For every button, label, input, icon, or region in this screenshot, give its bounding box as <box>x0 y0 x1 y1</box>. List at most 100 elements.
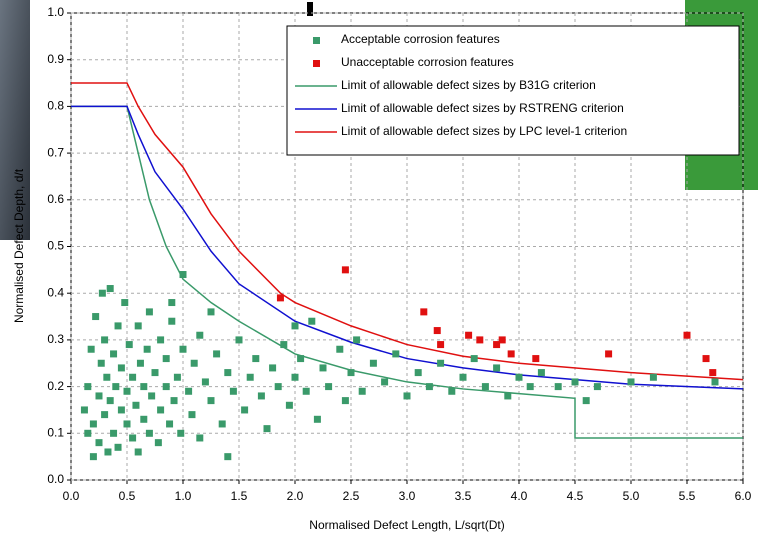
data-point <box>106 285 114 293</box>
data-point <box>403 392 411 400</box>
x-tick-label: 5.5 <box>679 489 696 503</box>
x-axis-label: Normalised Defect Length, L/sqrt(Dt) <box>309 518 504 532</box>
data-point <box>297 355 305 363</box>
y-tick-label: 1.0 <box>47 5 64 19</box>
data-point <box>481 383 489 391</box>
data-point <box>89 453 97 461</box>
legend-marker <box>313 60 320 67</box>
data-point <box>448 387 456 395</box>
data-point <box>148 392 156 400</box>
y-axis-label: Normalised Defect Depth, d/t <box>12 168 26 323</box>
data-point <box>117 364 125 372</box>
data-point <box>280 341 288 349</box>
data-point <box>97 359 105 367</box>
data-point <box>358 387 366 395</box>
data-point <box>170 397 178 405</box>
data-point <box>89 420 97 428</box>
data-point <box>241 406 249 414</box>
data-point <box>157 336 165 344</box>
data-point <box>702 355 710 363</box>
x-tick-label: 5.0 <box>623 489 640 503</box>
data-point <box>136 359 144 367</box>
data-point <box>207 308 215 316</box>
data-point <box>336 345 344 353</box>
data-point <box>347 369 355 377</box>
data-point <box>353 336 361 344</box>
data-point <box>123 387 131 395</box>
data-point <box>190 359 198 367</box>
data-point <box>95 439 103 447</box>
data-point <box>554 383 562 391</box>
data-point <box>627 378 635 386</box>
data-point <box>110 350 118 358</box>
data-point <box>649 373 657 381</box>
y-tick-label: 0.6 <box>47 192 64 206</box>
data-point <box>177 429 185 437</box>
data-point <box>218 420 226 428</box>
data-point <box>252 355 260 363</box>
data-point <box>532 355 540 363</box>
x-tick-label: 3.5 <box>455 489 472 503</box>
data-point <box>291 322 299 330</box>
data-point <box>235 336 243 344</box>
data-point <box>114 443 122 451</box>
legend-label: Limit of allowable defect sizes by B31G … <box>341 78 596 92</box>
x-tick-label: 4.0 <box>511 489 528 503</box>
x-tick-label: 3.0 <box>399 489 416 503</box>
data-point <box>80 406 88 414</box>
x-tick-label: 6.0 <box>735 489 752 503</box>
data-point <box>110 429 118 437</box>
data-point <box>276 294 284 302</box>
data-point <box>84 429 92 437</box>
data-point <box>420 308 428 316</box>
data-point <box>101 336 109 344</box>
x-tick-label: 1.5 <box>231 489 248 503</box>
data-point <box>493 341 501 349</box>
data-point <box>179 345 187 353</box>
data-point <box>201 378 209 386</box>
data-point <box>92 313 100 321</box>
y-tick-label: 0.5 <box>47 239 64 253</box>
data-point <box>154 439 162 447</box>
data-point <box>179 271 187 279</box>
data-point <box>369 359 377 367</box>
x-tick-label: 2.5 <box>343 489 360 503</box>
data-point <box>263 425 271 433</box>
data-point <box>291 373 299 381</box>
data-point <box>103 373 111 381</box>
background-photo <box>0 0 30 240</box>
data-point <box>325 383 333 391</box>
x-tick-label: 0.0 <box>63 489 80 503</box>
limit-line <box>71 105 744 390</box>
data-point <box>308 317 316 325</box>
data-point <box>101 411 109 419</box>
data-point <box>125 341 133 349</box>
data-point <box>433 327 441 335</box>
data-point <box>526 383 534 391</box>
data-point <box>151 369 159 377</box>
data-point <box>213 350 221 358</box>
data-point <box>257 392 265 400</box>
y-tick-label: 0.0 <box>47 472 64 486</box>
data-point <box>121 299 129 307</box>
y-tick-label: 0.9 <box>47 52 64 66</box>
limit-line <box>71 82 744 381</box>
data-point <box>132 401 140 409</box>
x-tick-label: 0.5 <box>119 489 136 503</box>
data-point <box>87 345 95 353</box>
data-point <box>112 383 120 391</box>
data-point <box>498 336 506 344</box>
data-point <box>246 373 254 381</box>
data-point <box>114 322 122 330</box>
data-point <box>683 331 691 339</box>
legend-label: Unacceptable corrosion features <box>341 55 514 69</box>
x-tick-label: 2.0 <box>287 489 304 503</box>
data-point <box>173 373 181 381</box>
y-tick-label: 0.4 <box>47 285 64 299</box>
legend-box <box>286 25 740 156</box>
data-point <box>157 406 165 414</box>
data-point <box>168 317 176 325</box>
data-point <box>162 383 170 391</box>
data-point <box>381 378 389 386</box>
data-point <box>129 434 137 442</box>
